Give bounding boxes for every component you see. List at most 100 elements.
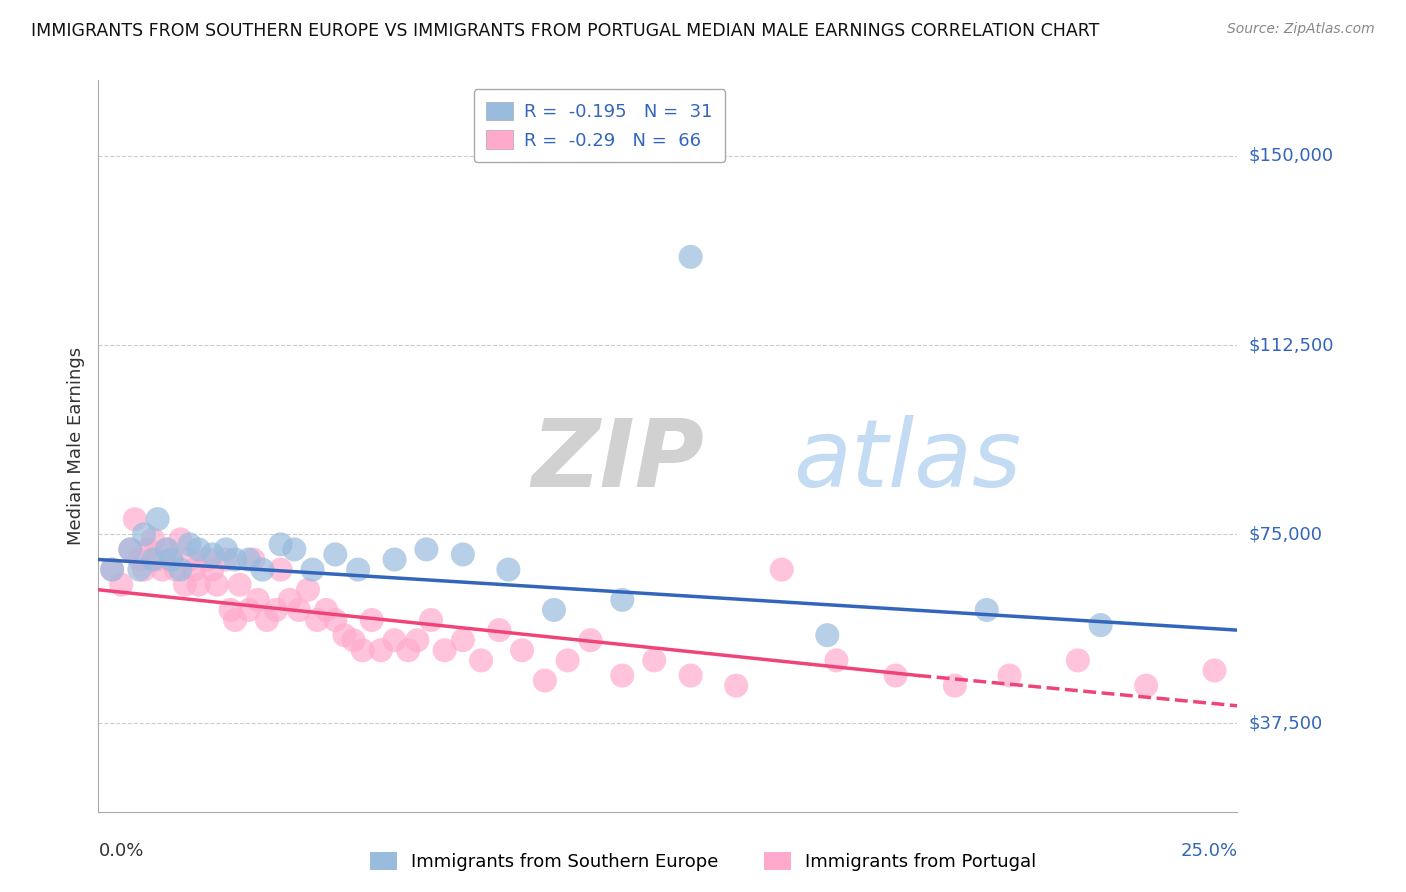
Point (179, 552, 201, 566)
Point (451, 633, 474, 648)
Legend: R =  -0.195   N =  31, R =  -0.29   N =  66: R = -0.195 N = 31, R = -0.29 N = 66 (474, 89, 725, 162)
Point (283, 542, 305, 557)
Point (307, 613, 329, 627)
Point (110, 578, 132, 592)
Point (156, 542, 179, 557)
Point (101, 563, 124, 577)
Point (825, 653, 848, 667)
Text: ZIP: ZIP (531, 415, 704, 507)
Point (224, 552, 246, 566)
Point (174, 578, 197, 592)
Point (156, 542, 179, 557)
Point (534, 673, 557, 688)
Point (187, 578, 209, 592)
Point (146, 552, 169, 566)
Point (557, 653, 579, 667)
Point (142, 533, 165, 547)
Point (297, 582, 319, 597)
Point (160, 552, 183, 566)
Point (101, 563, 124, 577)
Point (451, 548, 474, 562)
Point (301, 563, 323, 577)
Point (124, 512, 146, 526)
Point (201, 563, 224, 577)
Point (179, 537, 201, 551)
Y-axis label: Median Male Earnings: Median Male Earnings (66, 347, 84, 545)
Point (1135, 679, 1157, 693)
Point (384, 633, 406, 648)
Point (943, 679, 966, 693)
Point (323, 548, 346, 562)
Point (160, 552, 183, 566)
Point (146, 512, 169, 526)
Point (138, 542, 160, 557)
Point (252, 563, 274, 577)
Point (128, 563, 150, 577)
Text: $112,500: $112,500 (1249, 336, 1334, 354)
Point (288, 603, 311, 617)
Point (498, 563, 520, 577)
Point (246, 592, 269, 607)
Point (238, 603, 260, 617)
Point (228, 578, 250, 592)
Point (183, 563, 205, 577)
Point (197, 552, 219, 566)
Point (396, 643, 419, 657)
Point (150, 563, 173, 577)
Point (215, 552, 238, 566)
Point (884, 668, 907, 682)
Point (120, 542, 142, 557)
Point (510, 643, 533, 657)
Point (406, 633, 429, 648)
Point (347, 563, 370, 577)
Point (612, 592, 634, 607)
Point (1090, 618, 1112, 632)
Point (470, 653, 492, 667)
Point (270, 563, 292, 577)
Point (278, 592, 301, 607)
Point (264, 603, 287, 617)
Text: $37,500: $37,500 (1249, 714, 1323, 732)
Point (543, 603, 565, 617)
Point (352, 643, 374, 657)
Point (360, 613, 382, 627)
Point (323, 613, 346, 627)
Point (201, 548, 224, 562)
Point (205, 578, 228, 592)
Point (270, 537, 292, 551)
Point (815, 628, 838, 642)
Point (315, 603, 337, 617)
Point (242, 552, 264, 566)
Point (679, 250, 702, 264)
Point (215, 542, 238, 557)
Point (120, 542, 142, 557)
Text: Source: ZipAtlas.com: Source: ZipAtlas.com (1227, 22, 1375, 37)
Point (998, 668, 1021, 682)
Point (643, 653, 665, 667)
Point (1067, 653, 1090, 667)
Point (433, 643, 456, 657)
Point (370, 643, 392, 657)
Point (224, 613, 246, 627)
Point (770, 563, 793, 577)
Point (142, 552, 165, 566)
Point (725, 679, 748, 693)
Point (132, 527, 155, 541)
Point (420, 613, 443, 627)
Text: atlas: atlas (793, 415, 1021, 506)
Point (256, 613, 278, 627)
Point (132, 563, 155, 577)
Text: $150,000: $150,000 (1249, 147, 1333, 165)
Point (1204, 664, 1226, 678)
Point (612, 668, 634, 682)
Text: $75,000: $75,000 (1249, 525, 1323, 543)
Text: 0.0%: 0.0% (98, 842, 143, 860)
Point (169, 563, 191, 577)
Point (488, 623, 510, 637)
Point (579, 633, 602, 648)
Point (128, 552, 150, 566)
Point (384, 552, 406, 566)
Point (169, 533, 191, 547)
Point (187, 542, 209, 557)
Text: 25.0%: 25.0% (1180, 842, 1237, 860)
